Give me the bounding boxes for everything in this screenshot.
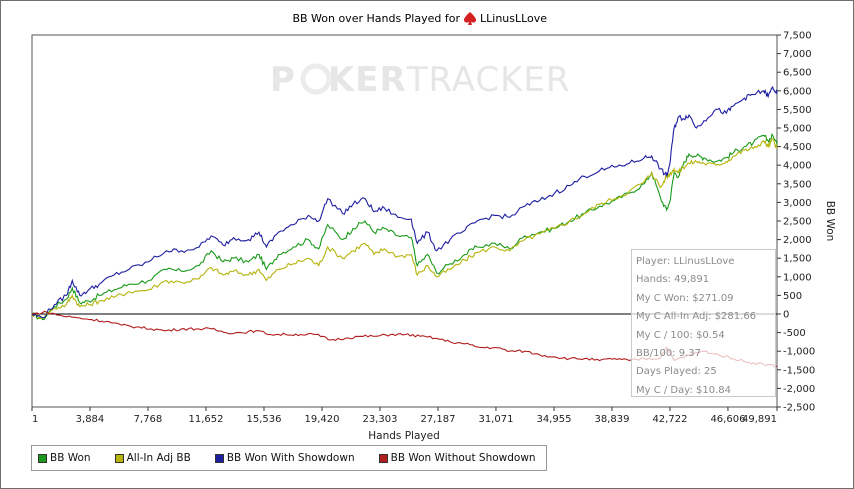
x-tick-label: 27,187 bbox=[420, 414, 455, 425]
x-tick-label: 49,891 bbox=[742, 414, 777, 425]
y-tick-label: 4,000 bbox=[783, 161, 812, 172]
x-axis-ticks: 1 3,884 7,768 11,652 15,536 19,420 23,303 27,18… bbox=[31, 407, 778, 425]
y-tick-label: 7,000 bbox=[783, 49, 812, 60]
x-tick-label: 7,768 bbox=[134, 414, 163, 425]
x-tick-label: 3,884 bbox=[76, 414, 105, 425]
x-tick-label: 23,303 bbox=[362, 414, 397, 425]
y-tick-label: -1,000 bbox=[783, 347, 815, 358]
stats-won: My C Won: $271.09 bbox=[636, 292, 734, 304]
chart-legend: BB Won All-In Adj BB BB Won With Showdow… bbox=[31, 445, 547, 471]
x-tick-label: 31,071 bbox=[478, 414, 513, 425]
chart-title: BB Won over Hands Played for bbox=[292, 12, 460, 25]
y-tick-label: 6,500 bbox=[783, 68, 812, 79]
y-tick-label: 2,500 bbox=[783, 217, 812, 228]
legend-item-without-showdown[interactable]: BB Won Without Showdown bbox=[378, 452, 536, 464]
watermark-part3: TRACKER bbox=[406, 60, 571, 100]
y-tick-label: -1,500 bbox=[783, 365, 815, 376]
y-tick-label: 4,500 bbox=[783, 142, 812, 153]
y-axis-label: BB Won bbox=[824, 201, 836, 242]
legend-swatch bbox=[38, 453, 47, 463]
y-tick-label: 7,500 bbox=[783, 31, 812, 42]
stats-per-100: My C / 100: $0.54 bbox=[636, 329, 725, 341]
y-tick-label: 1,000 bbox=[783, 272, 812, 283]
x-tick-label: 11,652 bbox=[188, 414, 223, 425]
y-tick-label: 5,500 bbox=[783, 105, 812, 116]
legend-swatch bbox=[214, 453, 224, 463]
y-axis-ticks: 7,500 7,000 6,500 6,000 5,500 5,000 4,500 4,000… bbox=[777, 31, 815, 414]
y-tick-label: 2,000 bbox=[783, 235, 812, 246]
legend-label: All-In Adj BB bbox=[126, 452, 191, 464]
x-tick-label: 19,420 bbox=[304, 414, 339, 425]
y-tick-label: 500 bbox=[783, 291, 802, 302]
stats-hands: Hands: 49,891 bbox=[636, 274, 710, 286]
watermark-part2: KER bbox=[328, 60, 407, 100]
series-line-bb-won-with-showdown bbox=[31, 86, 778, 319]
player-stats-box: Player: LLinusLLove Hands: 49,891 My C W… bbox=[631, 249, 776, 397]
spade-icon bbox=[464, 12, 476, 25]
x-tick-label: 34,955 bbox=[536, 414, 571, 425]
legend-item-with-showdown[interactable]: BB Won With Showdown bbox=[214, 452, 355, 464]
x-axis-label: Hands Played bbox=[368, 430, 439, 442]
chart-title-player: LLinusLLove bbox=[480, 12, 547, 25]
legend-swatch bbox=[378, 453, 388, 463]
chart-title-group: BB Won over Hands Played for LLinusLLove bbox=[292, 12, 547, 25]
legend-label: BB Won With Showdown bbox=[226, 452, 355, 464]
stats-player: Player: LLinusLLove bbox=[636, 256, 735, 267]
stats-per-day: My C / Day: $10.84 bbox=[636, 384, 731, 396]
series-line-bb-won bbox=[31, 133, 778, 321]
legend-swatch bbox=[114, 453, 124, 463]
legend-label: BB Won Without Showdown bbox=[390, 452, 536, 464]
y-tick-label: -2,000 bbox=[783, 384, 815, 395]
x-tick-label: 46,606 bbox=[710, 414, 745, 425]
y-tick-label: 1,500 bbox=[783, 254, 812, 265]
y-tick-label: -2,500 bbox=[783, 403, 815, 414]
x-tick-label: 42,722 bbox=[652, 414, 687, 425]
watermark-part1: P bbox=[270, 60, 296, 100]
x-tick-label: 38,839 bbox=[594, 414, 629, 425]
watermark-chip-icon bbox=[300, 63, 332, 95]
legend-item-bb-won[interactable]: BB Won bbox=[38, 452, 91, 464]
legend-item-all-in-adj[interactable]: All-In Adj BB bbox=[114, 452, 191, 464]
y-tick-label: 6,000 bbox=[783, 86, 812, 97]
series-line-all-in-adj-bb bbox=[31, 138, 778, 320]
poker-tracker-watermark: P KERTRACKER bbox=[270, 60, 571, 100]
stats-allin-adj: My C All-In Adj: $281.66 bbox=[636, 311, 757, 323]
y-tick-label: 3,500 bbox=[783, 179, 812, 190]
y-tick-label: 3,000 bbox=[783, 198, 812, 209]
y-tick-label: -500 bbox=[783, 328, 806, 339]
stats-days-played: Days Played: 25 bbox=[636, 366, 717, 378]
y-tick-label: 5,000 bbox=[783, 124, 812, 135]
stats-bb-100: BB/100: 9.37 bbox=[636, 347, 701, 359]
x-tick-label: 1 bbox=[32, 414, 38, 425]
x-tick-label: 15,536 bbox=[246, 414, 281, 425]
legend-label: BB Won bbox=[50, 452, 91, 464]
y-tick-label: 0 bbox=[783, 310, 789, 321]
